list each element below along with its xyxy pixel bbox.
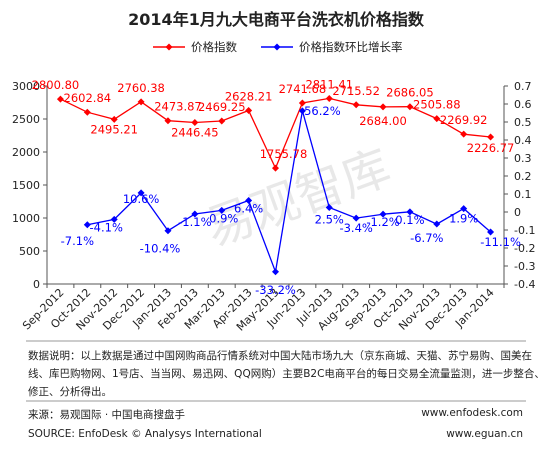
price-index-data-label: 2686.05	[386, 86, 434, 100]
growth-rate-point	[325, 204, 333, 211]
growth-rate-point	[164, 227, 172, 235]
url-eguan: www.eguan.cn	[446, 428, 523, 440]
price-index-point	[433, 115, 441, 123]
left-axis-tick-label: 0	[33, 278, 40, 291]
price-index-data-label: 2473.87	[154, 100, 202, 114]
growth-rate-data-label: -11.1%	[480, 235, 521, 249]
right-axis-tick-label: -0.1	[514, 224, 535, 237]
right-axis-tick-label: -0.2	[514, 242, 535, 255]
growth-rate-data-label: -33.2%	[255, 283, 296, 297]
legend-label-growth-rate: 价格指数环比增长率	[299, 40, 403, 54]
price-index-data-label: 1755.78	[260, 147, 308, 161]
growth-rate-point	[83, 221, 91, 229]
right-axis-tick-label: 0.2	[514, 170, 532, 183]
price-index-point	[83, 108, 91, 116]
price-index-point	[352, 101, 360, 109]
source-cn: 来源：易观国际 · 中国电商搜盘手	[28, 409, 186, 421]
growth-rate-point	[487, 228, 495, 236]
right-axis-tick-label: -0.3	[514, 260, 535, 273]
price-index-data-label: 2495.21	[90, 122, 138, 136]
price-index-point	[272, 164, 279, 172]
growth-rate-data-label: 10.6%	[123, 192, 160, 206]
price-index-point	[406, 103, 414, 111]
price-index-point	[191, 119, 199, 127]
price-index-point	[137, 98, 145, 106]
legend-marker-growth-rate	[273, 43, 281, 51]
series-line-growth-rate	[87, 110, 492, 275]
right-axis-tick-label: 0.6	[514, 98, 532, 111]
price-index-data-label: 2469.25	[198, 100, 246, 114]
price-index-data-label: 2269.92	[440, 113, 488, 127]
growth-rate-data-label: -1.2%	[366, 215, 399, 229]
chart-title: 2014年1月九大电商平台洗衣机价格指数	[128, 10, 425, 29]
price-index-data-label: 2602.84	[64, 91, 112, 105]
price-index-point	[110, 115, 118, 123]
price-index-data-label: 2760.38	[117, 81, 165, 95]
left-axis-tick-label: 500	[19, 245, 40, 258]
left-axis-tick-label: 1000	[12, 212, 40, 225]
price-index-data-label: 2628.21	[225, 90, 273, 104]
left-axis-tick-label: 3000	[12, 80, 40, 93]
growth-rate-point	[191, 210, 199, 218]
growth-rate-data-label: -1.1%	[178, 215, 211, 229]
price-index-data-label: 2684.00	[359, 114, 407, 128]
growth-rate-point	[245, 196, 253, 204]
growth-rate-point	[110, 215, 118, 223]
growth-rate-data-label: 2.5%	[315, 213, 344, 227]
price-index-data-label: 2715.52	[332, 84, 380, 98]
growth-rate-data-label: 0.1%	[395, 213, 424, 227]
source-en: SOURCE: EnfoDesk © Analysys Internationa…	[28, 428, 262, 440]
right-axis-tick-label: 0.4	[514, 134, 532, 147]
price-index-data-label: 2505.88	[413, 98, 461, 112]
price-index-point	[245, 107, 253, 115]
price-index-point	[487, 133, 495, 141]
right-axis-tick-label: 0.1	[514, 188, 532, 201]
growth-rate-point	[460, 205, 468, 213]
growth-rate-data-label: 0.9%	[209, 211, 238, 225]
growth-rate-point	[137, 189, 145, 197]
price-index-point	[298, 99, 306, 107]
left-axis-tick-label: 1500	[12, 179, 40, 192]
growth-rate-point	[352, 214, 360, 222]
price-index-data-label: 2811.41	[305, 77, 353, 91]
growth-rate-data-label: 56.2%	[304, 104, 341, 118]
right-axis-tick-label: -0.4	[514, 278, 535, 291]
growth-rate-point	[406, 208, 414, 216]
growth-rate-point	[379, 210, 387, 218]
data-note: 数据说明：以上数据是通过中国网购商品行情系统对中国大陆市场九大（京东商城、天猫、…	[28, 350, 545, 398]
growth-rate-point	[298, 107, 306, 115]
growth-rate-data-label: -10.4%	[140, 242, 181, 256]
price-index-data-label: 2226.77	[467, 141, 515, 155]
price-index-point	[164, 117, 172, 125]
growth-rate-data-label: 1.9%	[449, 212, 478, 226]
legend-label-price-index: 价格指数	[191, 40, 237, 54]
right-axis-tick-label: 0.3	[514, 152, 532, 165]
legend-marker-price-index	[165, 43, 173, 51]
growth-rate-point	[272, 268, 279, 276]
left-axis-tick-label: 2000	[12, 146, 40, 159]
price-index-data-label: 2741.68	[279, 82, 327, 96]
price-index-point	[56, 95, 64, 103]
price-index-data-label: 2446.45	[171, 126, 219, 140]
growth-rate-data-label: 6.4%	[234, 201, 263, 215]
left-axis-tick-label: 2500	[12, 113, 40, 126]
growth-rate-data-label: -3.4%	[339, 221, 372, 235]
right-axis-tick-label: 0.5	[514, 116, 532, 129]
right-axis-tick-label: 0.7	[514, 80, 532, 93]
price-index-point	[460, 130, 468, 138]
growth-rate-data-label: -7.1%	[61, 234, 94, 248]
price-index-point	[379, 103, 387, 111]
price-index-data-label: 2800.80	[32, 78, 80, 92]
growth-rate-data-label: -6.7%	[410, 231, 443, 245]
url-enfodesk: www.enfodesk.com	[421, 407, 523, 419]
growth-rate-data-label: -4.1%	[90, 220, 123, 234]
price-index-point	[325, 94, 333, 102]
price-index-point	[218, 117, 226, 125]
growth-rate-point	[218, 206, 226, 214]
growth-rate-point	[433, 220, 441, 228]
right-axis-tick-label: 0	[514, 206, 521, 219]
